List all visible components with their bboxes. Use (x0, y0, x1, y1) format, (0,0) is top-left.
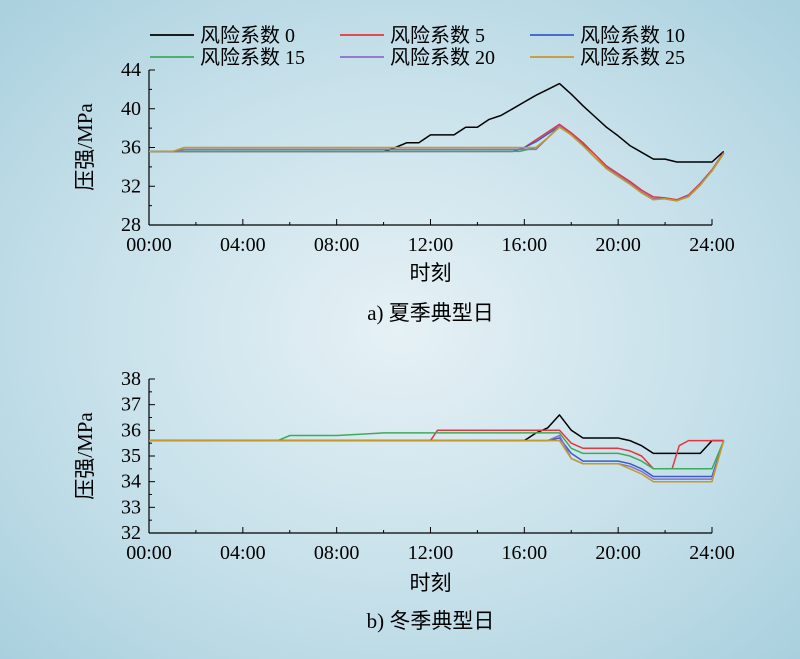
x-tick-label: 24:00 (689, 542, 735, 564)
x-tick-label: 12:00 (408, 234, 454, 256)
series-line-5 (149, 439, 725, 483)
y-axis-label: 压强/MPa (73, 103, 97, 191)
series-line-1 (149, 429, 724, 470)
legend-label: 风险系数 0 (200, 24, 295, 47)
chart-caption: a) 夏季典型日 (367, 301, 494, 325)
x-tick-label: 04:00 (220, 542, 266, 564)
x-tick-label: 24:00 (689, 234, 735, 256)
x-tick-label: 16:00 (502, 234, 548, 256)
x-axis-label: 时刻 (410, 571, 452, 595)
chart-caption: b) 冬季典型日 (367, 609, 495, 633)
y-tick-label: 40 (121, 98, 141, 120)
x-axis-label: 时刻 (410, 261, 452, 285)
x-tick-label: 16:00 (502, 542, 548, 564)
series-line-5 (149, 126, 725, 202)
x-tick-label: 04:00 (220, 234, 266, 256)
legend-label: 风险系数 15 (200, 46, 305, 69)
legend-label: 风险系数 10 (580, 24, 685, 47)
x-tick-label: 00:00 (126, 542, 172, 564)
legend-label: 风险系数 5 (390, 24, 485, 47)
x-tick-label: 00:00 (126, 234, 172, 256)
x-tick-label: 20:00 (595, 234, 641, 256)
series-line-3 (149, 432, 725, 470)
x-tick-label: 12:00 (408, 542, 454, 564)
y-tick-label: 28 (121, 214, 141, 236)
y-tick-label: 44 (121, 59, 141, 81)
y-tick-label: 32 (121, 175, 141, 197)
chart-summer: 28 32 36 40 44 00:00 04:00 08:00 12:00 16:00 20:00… (73, 59, 735, 325)
series-line-0 (149, 82, 725, 163)
y-tick-label: 36 (121, 419, 141, 441)
x-tick-label: 20:00 (595, 542, 641, 564)
chart-winter: 32 33 34 35 36 37 38 00:00 04:00 08:00 12:00 16:00 2… (73, 368, 735, 633)
y-tick-label: 38 (121, 368, 141, 390)
series-line-0 (149, 414, 724, 455)
y-tick-label: 37 (121, 394, 141, 416)
y-tick-label: 36 (121, 137, 141, 159)
legend: 风险系数 0 风险系数 5 风险系数 10 风险系数 15 风险系数 20 风险系数 25 (150, 24, 685, 69)
x-tick-label: 08:00 (314, 234, 360, 256)
x-tick-label: 08:00 (314, 542, 360, 564)
legend-label: 风险系数 25 (580, 46, 685, 69)
y-tick-label: 35 (121, 445, 141, 467)
y-tick-label: 32 (121, 522, 141, 544)
y-tick-label: 33 (121, 496, 141, 518)
y-axis-label: 压强/MPa (73, 412, 97, 500)
y-tick-label: 34 (121, 471, 141, 493)
legend-label: 风险系数 20 (390, 46, 495, 69)
